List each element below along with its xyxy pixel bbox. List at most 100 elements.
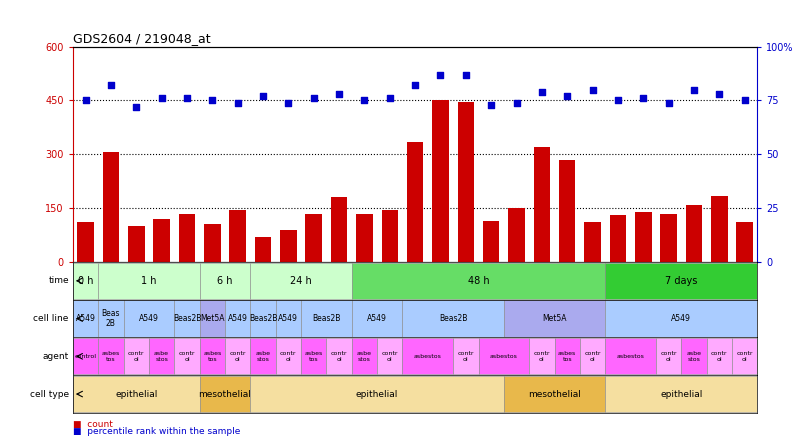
Bar <box>199 338 225 374</box>
Text: 0 h: 0 h <box>78 276 93 286</box>
Point <box>535 88 548 95</box>
Bar <box>199 301 225 337</box>
Bar <box>660 214 677 262</box>
Text: asbe
stos: asbe stos <box>357 351 372 362</box>
Text: ■  count: ■ count <box>73 420 113 428</box>
Point <box>383 95 396 102</box>
Point <box>484 101 497 108</box>
Point <box>206 97 219 104</box>
Text: Beas2B: Beas2B <box>312 314 340 323</box>
Bar <box>509 208 525 262</box>
Bar <box>250 301 275 337</box>
Text: contr
ol: contr ol <box>458 351 474 362</box>
Text: A549: A549 <box>228 314 248 323</box>
Text: Met5A: Met5A <box>543 314 567 323</box>
Bar <box>605 338 656 374</box>
Point <box>713 91 726 98</box>
Bar <box>580 338 605 374</box>
Bar <box>98 301 124 337</box>
Bar <box>73 376 199 412</box>
Text: Beas2B: Beas2B <box>439 314 467 323</box>
Bar <box>128 226 144 262</box>
Text: asbestos: asbestos <box>616 354 645 359</box>
Bar <box>711 195 727 262</box>
Bar <box>504 301 605 337</box>
Bar <box>605 263 757 299</box>
Bar <box>635 212 651 262</box>
Bar <box>706 338 732 374</box>
Bar <box>124 338 149 374</box>
Point <box>561 93 573 100</box>
Bar <box>382 210 398 262</box>
Text: A549: A549 <box>671 314 691 323</box>
Point <box>156 95 168 102</box>
Point <box>738 97 751 104</box>
Bar <box>153 219 170 262</box>
Bar <box>301 301 352 337</box>
Text: Beas2B: Beas2B <box>249 314 277 323</box>
Bar <box>529 338 555 374</box>
Bar <box>250 338 275 374</box>
Text: cell line: cell line <box>33 314 69 323</box>
Bar <box>377 338 403 374</box>
Bar <box>73 263 98 299</box>
Text: asbestos: asbestos <box>414 354 441 359</box>
Point <box>257 93 270 100</box>
Text: A549: A549 <box>75 314 96 323</box>
Bar <box>204 224 220 262</box>
Point <box>104 82 117 89</box>
Bar <box>199 263 250 299</box>
Bar <box>407 142 424 262</box>
Text: asbe
stos: asbe stos <box>154 351 169 362</box>
Text: 48 h: 48 h <box>467 276 489 286</box>
Bar <box>98 263 199 299</box>
Bar <box>458 102 474 262</box>
Point <box>459 71 472 78</box>
Text: contr
ol: contr ol <box>534 351 550 362</box>
Bar <box>305 214 322 262</box>
Bar <box>610 215 626 262</box>
Bar <box>326 338 352 374</box>
Bar <box>179 214 195 262</box>
Text: contr
ol: contr ol <box>711 351 727 362</box>
Text: contr
ol: contr ol <box>382 351 398 362</box>
Text: asbes
tos: asbes tos <box>203 351 221 362</box>
Text: epithelial: epithelial <box>356 389 399 399</box>
Bar <box>124 301 174 337</box>
Point <box>586 86 599 93</box>
Bar <box>73 301 98 337</box>
Point <box>231 99 244 106</box>
Bar <box>605 301 757 337</box>
Point <box>333 91 346 98</box>
Point <box>408 82 421 89</box>
Text: mesothelial: mesothelial <box>528 389 581 399</box>
Bar <box>479 338 529 374</box>
Bar <box>584 222 601 262</box>
Point <box>307 95 320 102</box>
Bar <box>225 338 250 374</box>
Text: time: time <box>49 276 69 285</box>
Bar <box>275 338 301 374</box>
Bar <box>736 222 753 262</box>
Text: A549: A549 <box>139 314 159 323</box>
Bar <box>656 338 681 374</box>
Point <box>637 95 650 102</box>
Text: mesothelial: mesothelial <box>198 389 251 399</box>
Point <box>79 97 92 104</box>
Point <box>662 99 675 106</box>
Bar <box>433 100 449 262</box>
Text: contr
ol: contr ol <box>736 351 753 362</box>
Bar <box>356 214 373 262</box>
Point <box>282 99 295 106</box>
Bar <box>352 263 605 299</box>
Bar <box>199 376 250 412</box>
Text: 6 h: 6 h <box>217 276 232 286</box>
Text: asbes
tos: asbes tos <box>558 351 577 362</box>
Point <box>434 71 447 78</box>
Text: contr
ol: contr ol <box>128 351 144 362</box>
Bar <box>352 301 403 337</box>
Point <box>612 97 625 104</box>
Bar <box>534 147 550 262</box>
Text: A549: A549 <box>279 314 298 323</box>
Bar <box>403 301 504 337</box>
